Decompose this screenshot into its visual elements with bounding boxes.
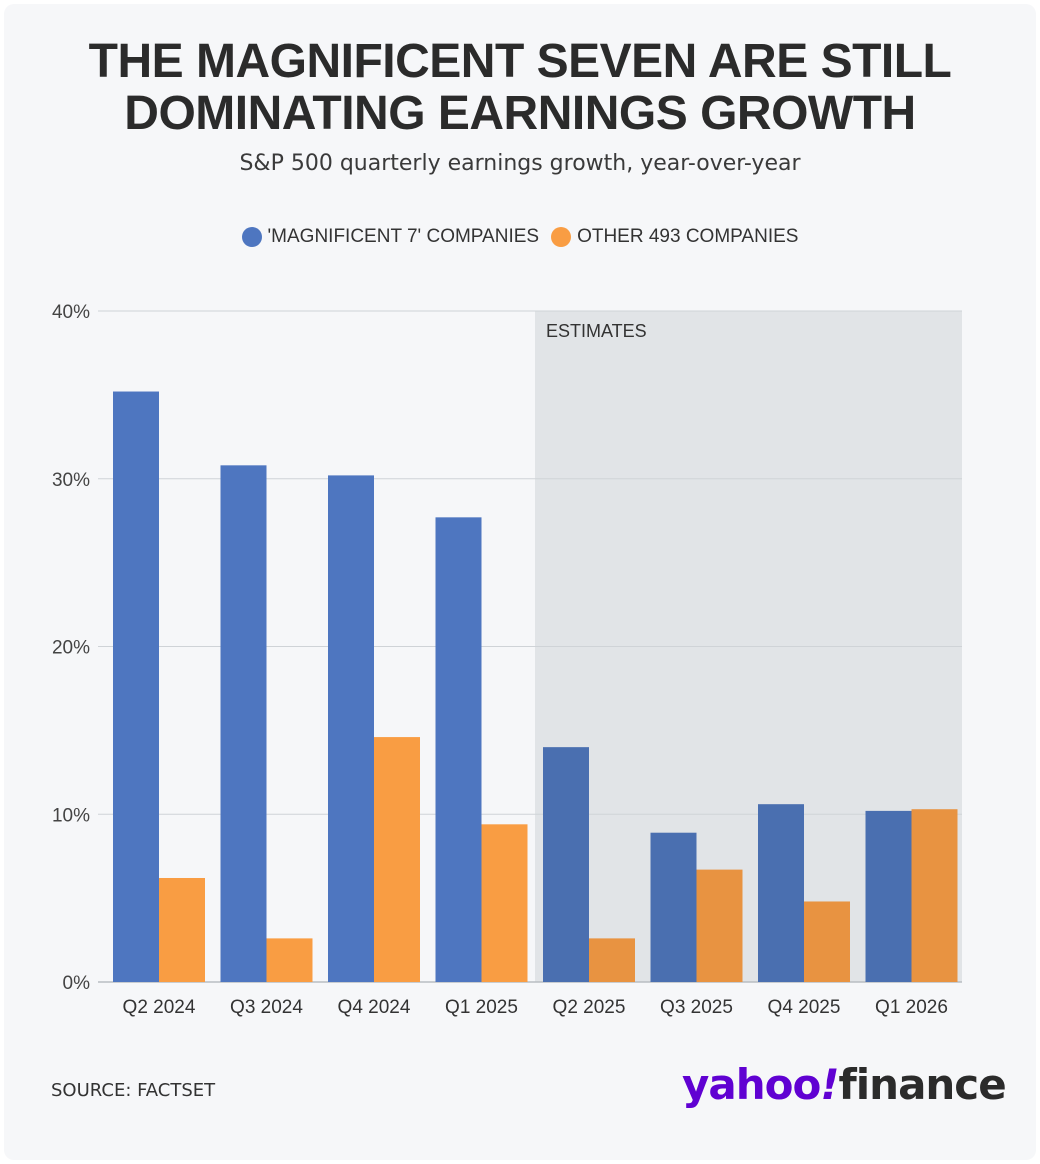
- chart-subtitle: S&P 500 quarterly earnings growth, year-…: [239, 151, 801, 176]
- bar-other: [266, 938, 313, 982]
- yahoo-finance-logo: yahoo!finance: [682, 1060, 1007, 1109]
- legend-label-other: OTHER 493 COMPANIES: [577, 226, 799, 247]
- y-tick-label: 20%: [52, 638, 90, 659]
- estimates-label: ESTIMATES: [546, 321, 647, 341]
- logo-finance: finance: [838, 1060, 1007, 1109]
- bar-other: [911, 809, 958, 982]
- x-tick-label: Q1 2025: [445, 997, 518, 1018]
- logo-bang: !: [820, 1060, 839, 1109]
- bar-mag7: [220, 465, 267, 983]
- bar-mag7: [650, 832, 697, 982]
- y-tick-label: 40%: [52, 302, 90, 323]
- title-line-2: DOMINATING EARNINGS GROWTH: [124, 87, 916, 140]
- legend-item-mag7: 'MAGNIFICENT 7' COMPANIES: [241, 226, 540, 248]
- bar-other: [804, 901, 850, 982]
- chart-legend: 'MAGNIFICENT 7' COMPANIES OTHER 493 COMP…: [0, 226, 1040, 248]
- legend-swatch-other: [551, 227, 572, 247]
- x-tick-label: Q4 2025: [768, 997, 841, 1018]
- y-tick-label: 0%: [63, 973, 91, 994]
- bar-other: [481, 824, 528, 982]
- title-line-1: THE MAGNIFICENT SEVEN ARE STILL: [88, 35, 952, 88]
- x-tick-label: Q2 2025: [553, 997, 626, 1018]
- bar-other: [374, 737, 420, 982]
- x-tick-label: Q3 2024: [230, 997, 303, 1018]
- bar-mag7: [543, 747, 589, 982]
- y-tick-label: 10%: [52, 805, 90, 826]
- bar-other: [696, 869, 743, 982]
- x-tick-label: Q3 2025: [660, 997, 733, 1018]
- logo-yahoo: yahoo: [682, 1060, 821, 1109]
- y-tick-label: 30%: [52, 470, 90, 491]
- source-note: SOURCE: FACTSET: [51, 1080, 216, 1101]
- bar-mag7: [435, 517, 482, 982]
- legend-item-other: OTHER 493 COMPANIES: [551, 226, 798, 248]
- x-tick-label: Q1 2026: [875, 997, 948, 1018]
- bar-mag7: [865, 810, 912, 982]
- bar-other: [589, 938, 635, 982]
- bar-mag7: [328, 475, 374, 982]
- bar-mag7: [113, 391, 159, 982]
- bar-other: [159, 877, 205, 982]
- chart-title: THE MAGNIFICENT SEVEN ARE STILL DOMINATI…: [0, 36, 1040, 140]
- legend-label-mag7: 'MAGNIFICENT 7' COMPANIES: [267, 226, 540, 247]
- x-tick-label: Q4 2024: [338, 997, 411, 1018]
- x-tick-label: Q2 2024: [123, 997, 196, 1018]
- bar-mag7: [758, 804, 804, 982]
- legend-swatch-mag7: [241, 227, 262, 247]
